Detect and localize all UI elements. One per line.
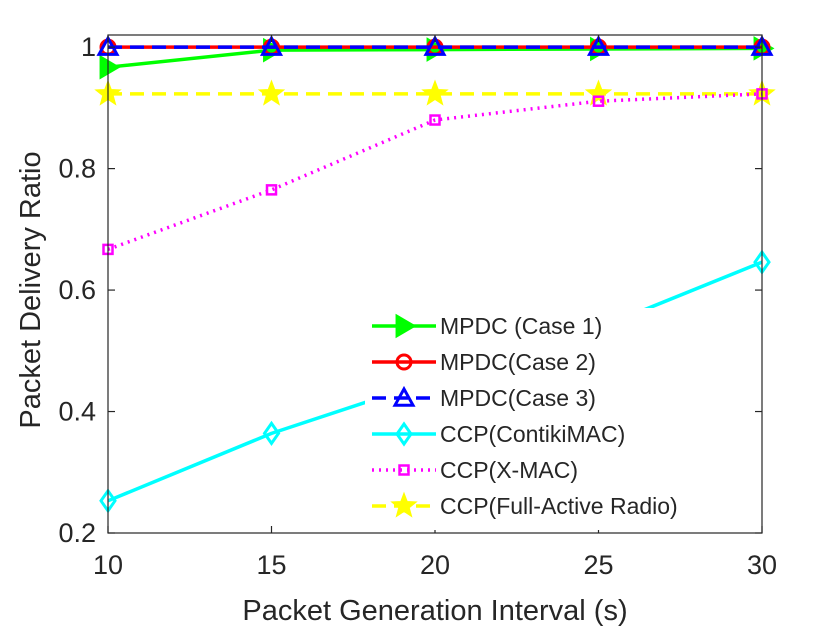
- legend-marker: [390, 491, 418, 518]
- legend-box: [365, 308, 745, 530]
- data-point: [259, 35, 284, 56]
- x-tick-label: 30: [747, 550, 777, 580]
- legend: MPDC (Case 1) MPDC(Case 2) MPDC(Case 3) CCP…: [365, 308, 745, 530]
- legend-label: MPDC(Case 2): [440, 349, 596, 375]
- y-tick-label: 0.4: [58, 397, 96, 427]
- y-axis-label: Packet Delivery Ratio: [15, 151, 47, 428]
- data-point: [265, 184, 278, 196]
- legend-marker: [395, 353, 413, 371]
- legend-label: CCP(X-MAC): [440, 457, 578, 483]
- y-tick-label: 0.2: [58, 518, 96, 548]
- data-point: [262, 420, 281, 447]
- x-tick-label: 10: [93, 550, 123, 580]
- data-point: [584, 79, 613, 106]
- legend-items: MPDC (Case 1) MPDC(Case 2) MPDC(Case 3) CCP…: [372, 313, 678, 519]
- legend-entry-1: MPDC (Case 1): [372, 313, 602, 339]
- y-tick-label: 1: [81, 32, 96, 62]
- data-point: [429, 114, 441, 126]
- legend-label: MPDC(Case 3): [440, 385, 596, 411]
- legend-label: CCP(ContikiMAC): [440, 421, 625, 447]
- x-tick-label: 20: [420, 550, 450, 580]
- series-layer: [94, 35, 776, 514]
- data-point: [257, 79, 286, 106]
- data-point: [421, 79, 449, 106]
- legend-entry-2: MPDC(Case 2): [372, 349, 596, 375]
- legend-entry-5: CCP(X-MAC): [372, 457, 578, 483]
- legend-entry-6: CCP(Full-Active Radio): [372, 491, 678, 519]
- x-tick-label: 25: [583, 550, 613, 580]
- data-point: [586, 35, 611, 56]
- legend-entry-3: MPDC(Case 3): [372, 385, 596, 411]
- data-point: [99, 54, 121, 80]
- legend-marker: [398, 464, 410, 476]
- series-line: [107, 92, 763, 252]
- data-point: [592, 95, 605, 107]
- legend-marker: [395, 421, 413, 447]
- legend-label: MPDC (Case 1): [440, 313, 602, 339]
- legend-marker: [395, 313, 417, 339]
- legend-marker: [392, 385, 416, 407]
- data-point: [423, 35, 447, 56]
- y-tick-label: 0.6: [58, 275, 96, 305]
- x-axis-label: Packet Generation Interval (s): [242, 595, 627, 627]
- axes-layer: [107, 34, 763, 534]
- y-tick-label: 0.8: [58, 154, 96, 184]
- legend-entry-4: CCP(ContikiMAC): [372, 421, 625, 447]
- legend-label: CCP(Full-Active Radio): [440, 493, 678, 519]
- tick-labels: 10 15 20 25 30 0.2 0.4 0.6 0.8 1: [58, 32, 777, 580]
- x-tick-label: 15: [256, 550, 286, 580]
